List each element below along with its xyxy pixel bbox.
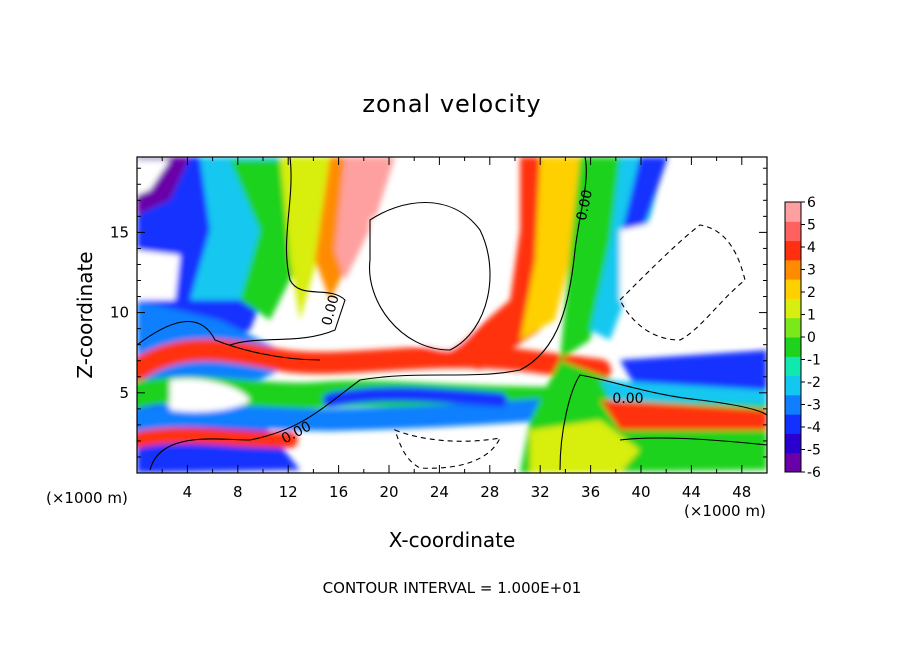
field-region-positive [520, 157, 580, 340]
y-axis: 5 10 15 [110, 167, 767, 458]
colorbar-swatch [785, 279, 801, 299]
colorbar-swatch [785, 240, 801, 261]
x-tick-label: 12 [279, 483, 298, 501]
colorbar-swatch [785, 298, 801, 319]
colorbar-swatch [785, 452, 801, 473]
contour-label: 0.00 [574, 188, 596, 222]
plot-area: 0.000.000.000.00 [137, 157, 767, 473]
field-band [137, 394, 611, 431]
field-region [530, 420, 640, 473]
colorbar-swatch [785, 375, 801, 396]
colorbar-swatch [785, 337, 801, 357]
field-region-zero [620, 218, 767, 343]
x-tick-label: 4 [183, 483, 193, 501]
y-tick-label: 5 [119, 384, 129, 402]
colorbar-swatch [785, 356, 801, 377]
field-region [560, 157, 625, 360]
x-tick-label: 44 [682, 483, 701, 501]
colorbar-swatch [785, 221, 801, 242]
x-tick-label: 36 [581, 483, 600, 501]
contour-label: 0.00 [612, 391, 643, 407]
contour-line [368, 201, 491, 351]
contour-line-dashed [619, 224, 746, 341]
x-tick-label: 28 [480, 483, 499, 501]
chart-title: zonal velocity [362, 90, 541, 118]
contour-line [137, 320, 321, 361]
colorbar-label: 6 [807, 195, 816, 211]
field-region-zero [137, 250, 180, 300]
x-tick-label: 16 [329, 483, 348, 501]
field-region-zero [137, 160, 170, 195]
colorbar-swatch [785, 394, 801, 415]
y-tick-label: 15 [110, 223, 129, 241]
contour-line [149, 157, 587, 471]
field-region-zero [170, 378, 250, 412]
field-band [137, 427, 298, 448]
y-axis-title: Z-coordinate [73, 251, 97, 378]
contour-interval-note: CONTOUR INTERVAL = 1.000E+01 [323, 579, 582, 597]
colorbar-label: -3 [807, 398, 821, 414]
colorbar-swatch [785, 259, 801, 280]
colorbar-label: -4 [807, 420, 821, 436]
colorbar-label: -1 [807, 353, 821, 369]
colorbar-label: 2 [807, 285, 816, 301]
field-region-positive [600, 400, 767, 430]
colorbar-label: -6 [807, 465, 821, 481]
contour-label: 0.00 [319, 293, 343, 327]
plot-frame [136, 156, 768, 474]
x-tick-label: 20 [379, 483, 398, 501]
colorbar-label: -2 [807, 375, 821, 391]
colorbar-label: 4 [807, 240, 816, 256]
x-unit-right: (×1000 m) [684, 502, 766, 520]
contour-line [559, 374, 767, 471]
x-tick-label: 48 [732, 483, 751, 501]
x-axis: 4 8 12 16 20 24 28 32 36 40 44 48 [161, 157, 751, 501]
x-tick-label: 32 [531, 483, 550, 501]
y-tick-label: 10 [110, 304, 129, 322]
x-tick-label: 24 [430, 483, 449, 501]
colorbar-label: 3 [807, 263, 816, 279]
x-tick-label: 8 [233, 483, 243, 501]
field-band [323, 387, 507, 407]
colorbar-label: 5 [807, 218, 816, 234]
colorbar-swatch [785, 414, 801, 434]
colorbar-swatch [785, 202, 801, 222]
x-axis-title: X-coordinate [389, 528, 516, 552]
colorbar-swatch [785, 317, 801, 338]
colorbar-label: -5 [807, 443, 821, 459]
field-region [230, 160, 300, 320]
x-tick-label: 40 [631, 483, 650, 501]
contour-line [229, 157, 346, 346]
x-unit-left: (×1000 m) [46, 489, 128, 507]
colorbar-label: 1 [807, 308, 816, 324]
field-region [335, 157, 395, 280]
contour-line [619, 437, 767, 446]
field-region [280, 157, 330, 320]
colorbar: 6 5 4 3 2 1 0 -1 -2 -3 -4 -5 -6 [784, 195, 821, 481]
colorbar-label: 0 [807, 330, 816, 346]
colorbar-swatch [785, 433, 801, 454]
field-region [600, 380, 767, 405]
field-region-zero [369, 202, 490, 350]
